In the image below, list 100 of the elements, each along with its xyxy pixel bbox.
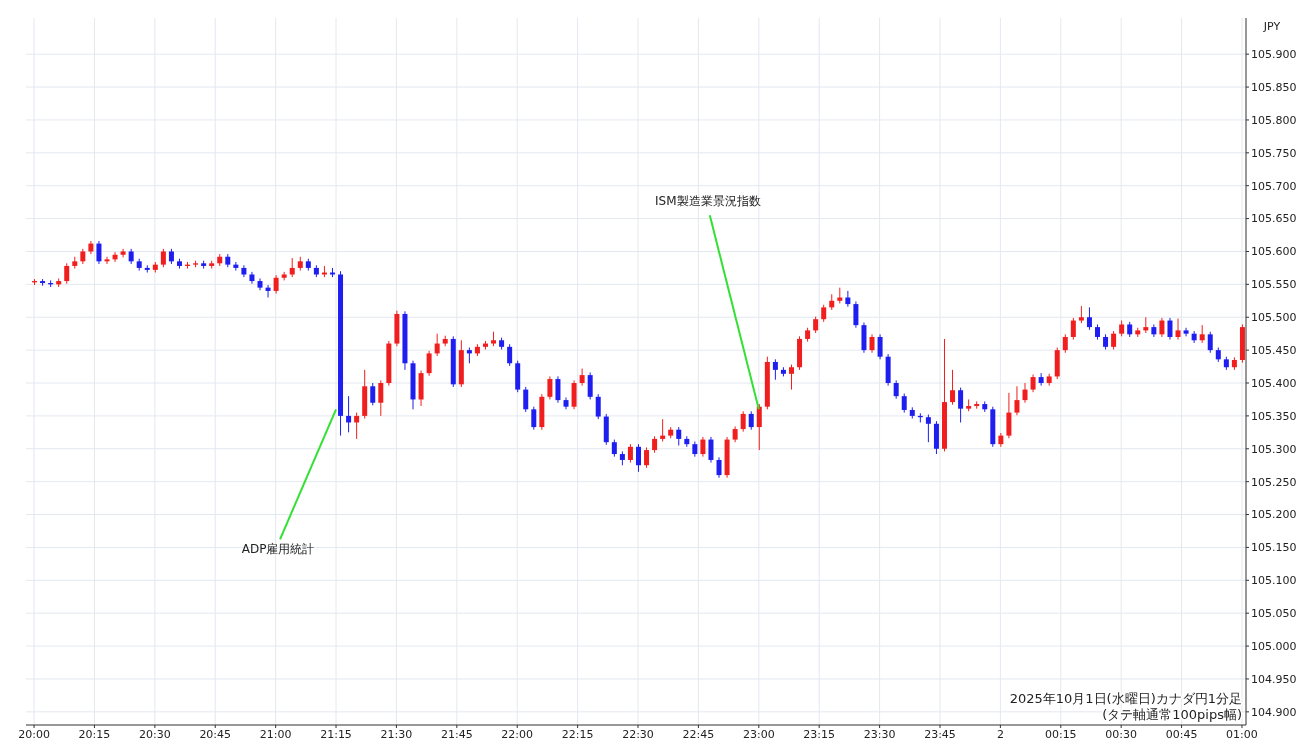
- candlestick: [877, 333, 883, 360]
- x-tick-label: 21:45: [440, 727, 473, 741]
- x-tick-label: 2: [996, 727, 1004, 741]
- candlestick: [587, 371, 593, 400]
- candlestick: [845, 290, 851, 308]
- candlestick: [756, 403, 762, 451]
- x-tick-label: 23:15: [803, 727, 836, 741]
- candlestick: [595, 393, 601, 420]
- candlestick: [579, 368, 585, 387]
- candlestick: [772, 358, 778, 381]
- candlestick: [869, 333, 875, 354]
- candlestick: [748, 410, 754, 431]
- candlestick: [958, 387, 964, 423]
- candlestick: [273, 274, 279, 295]
- annotation: ADP雇用統計: [241, 542, 315, 557]
- annotation: ISM製造業景況指数: [655, 194, 761, 209]
- y-tick-label: 104.900: [1251, 705, 1297, 719]
- candlestick: [1070, 317, 1076, 341]
- candlestick: [354, 412, 360, 440]
- candlestick: [265, 284, 271, 299]
- candlestick: [676, 426, 682, 446]
- y-tick-label: 105.050: [1251, 607, 1297, 621]
- y-tick-label: 105.800: [1251, 113, 1297, 127]
- candlestick: [635, 443, 641, 473]
- x-tick-label: 22:00: [501, 727, 534, 741]
- candlestick: [708, 436, 714, 464]
- x-tick-label: 22:15: [561, 727, 594, 741]
- y-tick-label: 105.200: [1251, 508, 1297, 522]
- y-tick-label: 105.150: [1251, 541, 1297, 555]
- candlestick: [740, 410, 746, 433]
- candlestick: [1006, 392, 1012, 439]
- y-tick-label: 105.450: [1251, 344, 1297, 358]
- candlestick: [788, 364, 794, 391]
- y-tick-label: 105.850: [1251, 80, 1297, 94]
- candlestick: [104, 256, 110, 265]
- candlestick: [893, 379, 899, 400]
- y-tick-label: 105.700: [1251, 179, 1297, 193]
- y-tick-label: 105.000: [1251, 639, 1297, 653]
- candlestick: [547, 375, 553, 400]
- candlestick: [1167, 317, 1173, 341]
- candlestick: [96, 240, 102, 265]
- candlestick: [523, 386, 529, 413]
- y-tick-label: 105.750: [1251, 146, 1297, 160]
- candlestick: [370, 382, 376, 406]
- x-tick-label: 21:15: [320, 727, 352, 741]
- y-tick-label: 105.400: [1251, 376, 1297, 390]
- candlestick: [1014, 385, 1020, 416]
- candlestick: [507, 343, 513, 367]
- candlestick: [64, 262, 70, 285]
- candlestick: [426, 350, 432, 377]
- y-tick-label: 105.600: [1251, 245, 1297, 259]
- x-tick-label: 22:30: [622, 727, 654, 741]
- candlestick: [241, 264, 247, 278]
- candlestick: [88, 240, 94, 255]
- candlestick: [700, 436, 706, 458]
- x-tick-label: 00:30: [1105, 727, 1138, 741]
- candlestick: [571, 379, 577, 410]
- candlestick: [1111, 330, 1117, 350]
- candlestick: [555, 375, 561, 404]
- candlestick: [853, 300, 859, 329]
- candlestick: [716, 456, 722, 479]
- candlestick: [1159, 317, 1165, 338]
- x-tick-label: 23:45: [924, 727, 956, 741]
- candlestick: [378, 379, 384, 417]
- y-tick-label: 105.350: [1251, 409, 1297, 423]
- candlestick: [644, 446, 650, 469]
- x-tick-label: 20:00: [18, 727, 50, 741]
- x-tick-label: 23:30: [863, 727, 896, 741]
- y-tick-label: 105.300: [1251, 442, 1297, 456]
- x-tick-label: 21:00: [259, 727, 292, 741]
- annotation: 2025年10月1日(水曜日)カナダ円1分足: [1009, 691, 1242, 706]
- candlestick: [1086, 306, 1092, 331]
- candlestick: [901, 393, 907, 414]
- x-tick-label: 20:30: [138, 727, 171, 741]
- x-tick-label: 20:45: [199, 727, 232, 741]
- x-tick-label: 22:45: [682, 727, 715, 741]
- candlestick: [1038, 372, 1044, 387]
- candlestick: [660, 418, 666, 443]
- candlestick: [627, 443, 633, 464]
- y-tick-label: 105.100: [1251, 574, 1297, 588]
- y-tick-label: 105.500: [1251, 311, 1297, 325]
- candlestick: [950, 369, 956, 406]
- candlestick: [1022, 382, 1028, 404]
- candlestick: [1175, 318, 1181, 341]
- candlestick: [1151, 323, 1157, 338]
- candlestick: [289, 257, 295, 278]
- candlestick: [1062, 333, 1068, 354]
- y-axis-title: JPY: [1262, 20, 1281, 33]
- y-tick-label: 105.550: [1251, 278, 1297, 292]
- x-tick-label: 01:00: [1226, 727, 1258, 741]
- x-tick-label: 21:30: [380, 727, 413, 741]
- annotation: (タテ軸通常100pips幅): [1102, 707, 1242, 722]
- candlestick: [1207, 331, 1213, 354]
- y-tick-label: 105.900: [1251, 48, 1297, 62]
- x-tick-label: 20:15: [78, 727, 111, 741]
- candlestick: [531, 406, 537, 431]
- candlestick: [160, 248, 166, 268]
- candlestick: [346, 395, 352, 433]
- y-tick-label: 105.250: [1251, 475, 1297, 489]
- x-tick-label: 00:45: [1165, 727, 1198, 741]
